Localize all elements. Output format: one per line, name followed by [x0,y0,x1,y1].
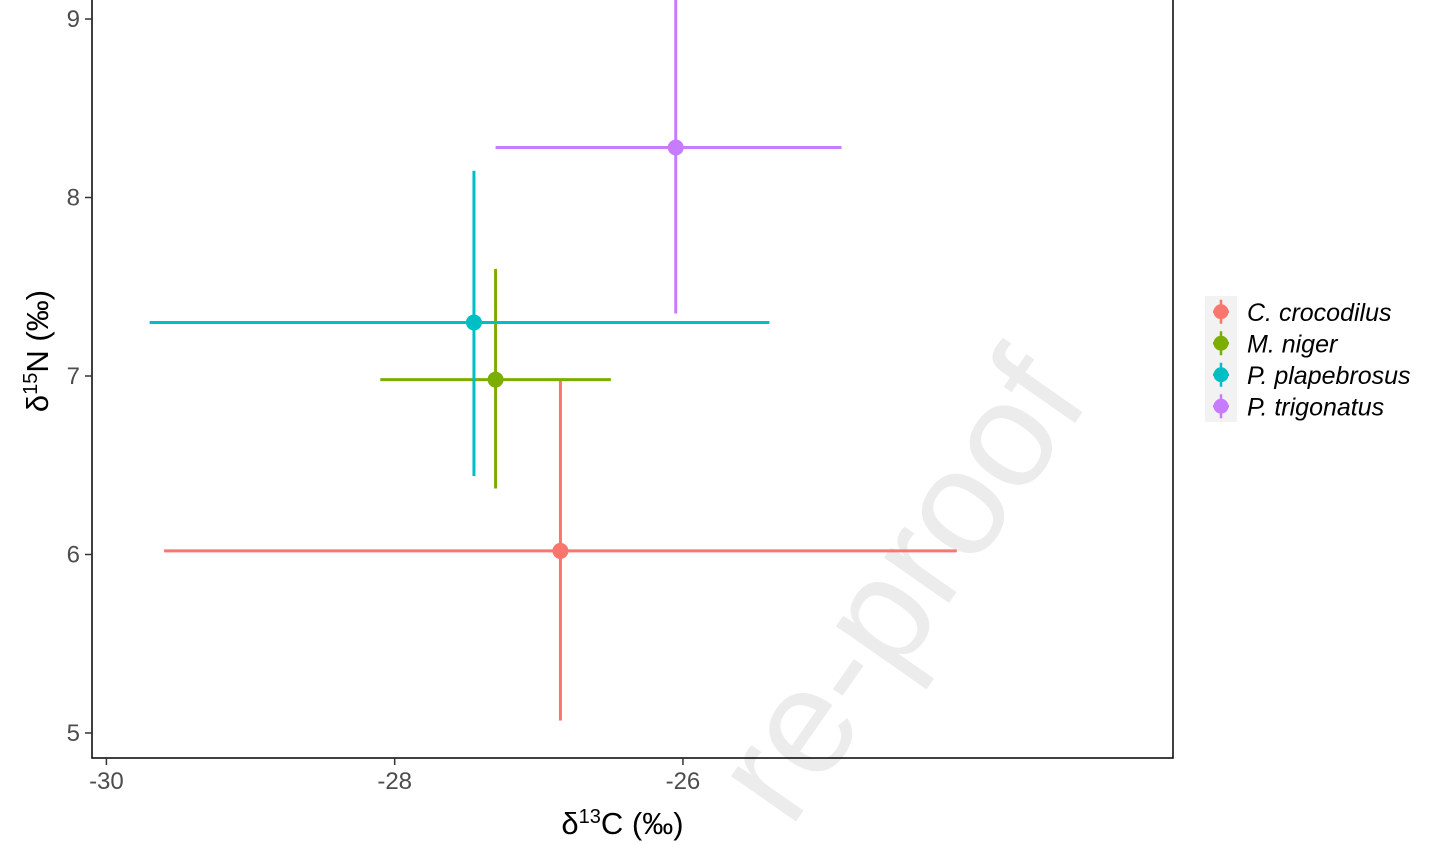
x-tick-label: -26 [666,768,701,795]
watermark: re-proof [679,321,1118,845]
x-tick-label: -28 [377,768,412,795]
legend-item-1: M. niger [1213,330,1339,358]
legend-item-2: P. plapebrosus [1213,362,1411,390]
data-point [487,371,504,388]
legend-item-3: P. trigonatus [1213,393,1384,421]
series-2 [149,170,770,476]
plot-marks [149,0,957,721]
y-tick-label: 8 [67,184,80,211]
y-tick-label: 9 [67,6,80,33]
x-tick-label: -30 [89,768,124,795]
series-3 [495,0,842,314]
y-axis-title: δ15N (‰) [20,290,55,412]
y-tick-label: 6 [67,542,80,569]
series-1 [380,268,611,489]
data-point [552,542,569,559]
legend-key-point [1213,335,1229,351]
legend-label: M. niger [1247,330,1339,358]
legend-item-0: C. crocodilus [1213,299,1392,327]
data-point [667,139,684,156]
legend-key-point [1213,367,1229,383]
y-tick-label: 5 [67,720,80,747]
legend-label: P. trigonatus [1247,393,1384,421]
legend-key-point [1213,398,1229,414]
axes: -30 -28 -26 5 6 7 8 9 δ13C (‰) δ15N (‰) [20,0,1174,841]
x-axis-title: δ13C (‰) [561,806,683,841]
legend-key-point [1213,304,1229,320]
legend-label: C. crocodilus [1247,299,1392,327]
series-0 [164,379,957,721]
data-point [465,314,482,331]
y-tick-label: 7 [67,363,80,390]
legend: C. crocodilus M. niger P. plapebrosus P. tr… [1205,296,1411,422]
legend-label: P. plapebrosus [1247,362,1411,390]
